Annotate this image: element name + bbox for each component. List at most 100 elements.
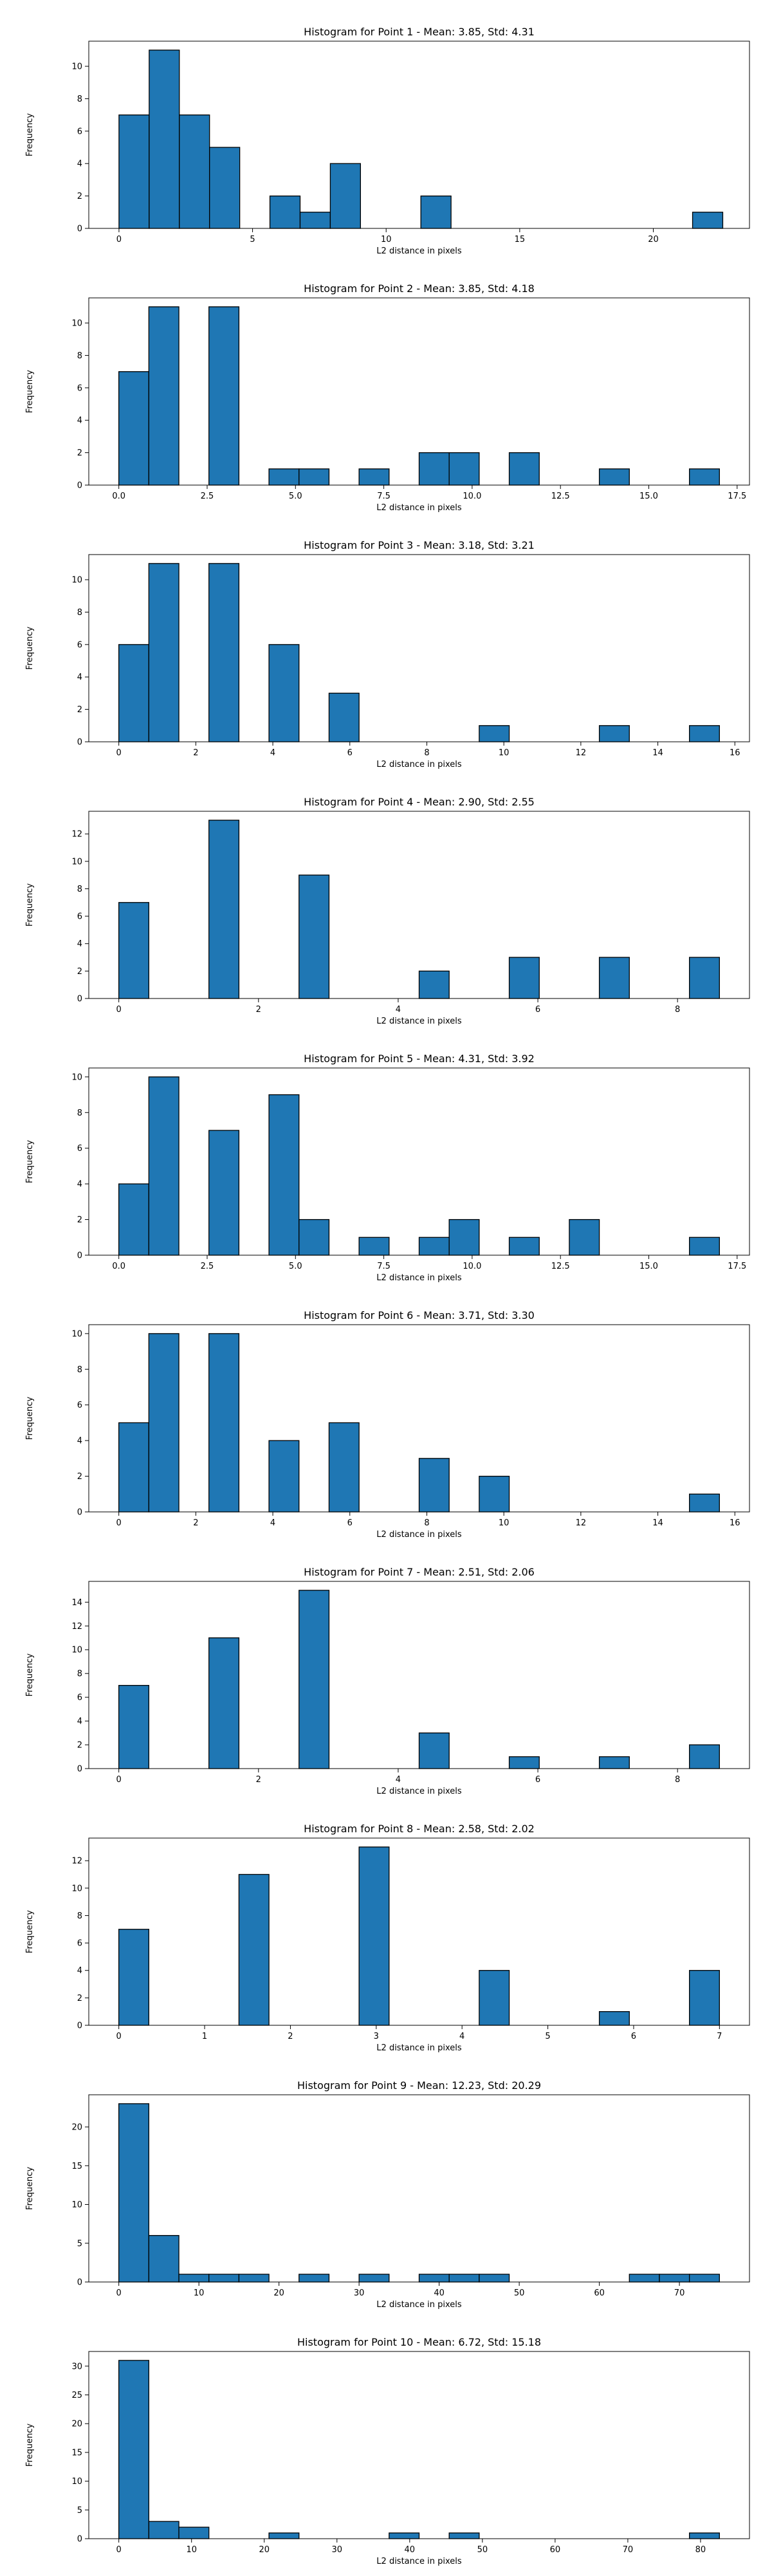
y-tick-label: 4 xyxy=(77,1180,82,1190)
x-tick-label: 12 xyxy=(576,1518,587,1528)
y-tick-label: 8 xyxy=(77,885,82,894)
y-tick-label: 0 xyxy=(77,2278,82,2288)
histogram-bar xyxy=(418,1732,450,1769)
histogram-bar xyxy=(179,114,210,229)
histogram-bar xyxy=(508,1237,540,1256)
y-tick-label: 0 xyxy=(77,481,82,491)
x-tick-label: 3 xyxy=(374,2032,379,2041)
x-tick-label: 20 xyxy=(273,2288,284,2298)
y-tick-label: 2 xyxy=(77,1472,82,1482)
histogram-bar xyxy=(598,725,630,742)
plot-frame xyxy=(88,811,750,999)
y-tick-label: 15 xyxy=(71,2162,82,2171)
y-tick-label: 2 xyxy=(77,967,82,977)
y-tick-label: 2 xyxy=(77,1741,82,1751)
y-tick-label: 8 xyxy=(77,608,82,618)
histogram-bar xyxy=(269,195,301,229)
x-tick-label: 0 xyxy=(116,2032,122,2041)
x-tick-label: 4 xyxy=(396,1775,401,1785)
x-tick-label: 20 xyxy=(648,235,659,244)
plot-frame xyxy=(88,1067,750,1256)
y-tick-label: 4 xyxy=(77,160,82,169)
histogram-bar xyxy=(598,2011,630,2026)
x-tick-label: 7 xyxy=(717,2032,722,2041)
y-axis-label: Frequency xyxy=(25,883,35,926)
histogram-bar xyxy=(508,452,540,486)
y-tick-label: 8 xyxy=(77,1670,82,1679)
histogram-bar xyxy=(358,468,390,486)
histogram-bar xyxy=(688,1744,720,1769)
y-tick-label: 5 xyxy=(77,2239,82,2249)
x-tick-label: 15.0 xyxy=(639,492,658,501)
x-tick-label: 16 xyxy=(730,748,740,758)
histogram-bar xyxy=(208,820,240,999)
histogram-bar xyxy=(238,2274,270,2283)
y-tick-label: 2 xyxy=(77,192,82,201)
histogram-bar xyxy=(148,2521,179,2539)
y-tick-label: 10 xyxy=(71,1072,82,1082)
histogram-bar xyxy=(688,1237,720,1256)
x-tick-label: 10 xyxy=(499,748,510,758)
y-axis-label: Frequency xyxy=(25,1910,35,1953)
histogram-bar xyxy=(148,563,179,742)
y-axis-label: Frequency xyxy=(25,1397,35,1440)
x-tick-label: 5 xyxy=(545,2032,550,2041)
histogram-bar xyxy=(479,2274,510,2283)
histogram-bar xyxy=(328,692,360,742)
x-tick-label: 2 xyxy=(193,1518,198,1528)
x-tick-label: 6 xyxy=(535,1005,540,1015)
y-axis-label: Frequency xyxy=(25,2167,35,2210)
x-tick-label: 12.5 xyxy=(551,1262,570,1271)
y-tick-label: 8 xyxy=(77,1109,82,1118)
histogram-bar xyxy=(118,902,150,999)
x-axis-label: L2 distance in pixels xyxy=(376,2557,462,2566)
y-tick-label: 10 xyxy=(71,319,82,329)
x-tick-label: 60 xyxy=(550,2545,561,2555)
histogram-bar xyxy=(508,957,540,999)
histogram-bar xyxy=(299,1219,330,1256)
histogram-bar xyxy=(418,452,450,486)
histogram-bar xyxy=(418,1237,450,1256)
x-axis-label: L2 distance in pixels xyxy=(376,1787,462,1796)
chart-panel-1: 0 5 10 15 20 0 2 4 6 8 10 Histogram for Point 1 - M… xyxy=(25,26,750,256)
histogram-bar xyxy=(208,2274,240,2283)
histogram-bar xyxy=(688,1970,720,2026)
x-tick-label: 15 xyxy=(515,235,526,244)
histogram-bar xyxy=(448,2532,480,2539)
plot-frame xyxy=(88,1837,750,2026)
y-tick-label: 20 xyxy=(71,2420,82,2429)
x-tick-label: 40 xyxy=(405,2545,416,2555)
x-tick-label: 30 xyxy=(354,2288,365,2298)
x-tick-label: 2 xyxy=(256,1775,261,1785)
histogram-bar xyxy=(448,1219,480,1256)
histogram-bar xyxy=(118,1422,150,1513)
chart-title: Histogram for Point 10 - Mean: 6.72, Std… xyxy=(297,2336,541,2348)
x-tick-label: 4 xyxy=(270,748,275,758)
x-tick-label: 0 xyxy=(116,1005,122,1015)
chart-title: Histogram for Point 9 - Mean: 12.23, Std… xyxy=(297,2079,541,2092)
histogram-bar xyxy=(268,468,300,486)
chart-title: Histogram for Point 8 - Mean: 2.58, Std:… xyxy=(304,1823,535,1835)
histogram-bar xyxy=(268,2532,300,2539)
x-tick-label: 2.5 xyxy=(201,1262,214,1271)
x-tick-label: 12.5 xyxy=(551,492,570,501)
histogram-bar xyxy=(598,1756,630,1769)
chart-panel-3: 0 2 4 6 8 10 12 14 16 0 2 4 6 8 10 Histogram for Point … xyxy=(25,539,750,769)
y-tick-label: 12 xyxy=(71,830,82,840)
x-tick-label: 10 xyxy=(499,1518,510,1528)
histogram-bar xyxy=(268,1094,300,1256)
chart-panel-5: 0.0 2.5 5.0 7.5 10.0 12.5 15.0 17.5 0 2 4 6 8 10 Histo… xyxy=(25,1053,750,1283)
x-tick-label: 10.0 xyxy=(463,492,481,501)
y-tick-label: 20 xyxy=(71,2123,82,2133)
histogram-bar xyxy=(149,50,180,229)
y-tick-label: 10 xyxy=(71,2477,82,2487)
x-tick-label: 6 xyxy=(347,1518,353,1528)
chart-panel-9: 0 10 20 30 40 50 60 70 0 5 10 15 20 Histogram for Poi… xyxy=(25,2079,750,2310)
x-axis-label: L2 distance in pixels xyxy=(376,1017,462,1026)
histogram-bar xyxy=(118,1685,150,1769)
x-tick-label: 40 xyxy=(434,2288,445,2298)
x-axis-label: L2 distance in pixels xyxy=(376,2300,462,2310)
histogram-bar xyxy=(178,2274,210,2283)
plot-frame xyxy=(88,297,750,486)
